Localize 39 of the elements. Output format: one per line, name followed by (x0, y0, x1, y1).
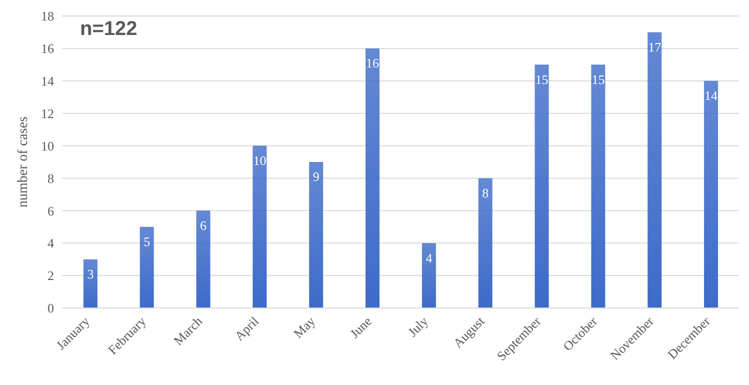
x-tick-label: June (346, 313, 375, 341)
bar (591, 64, 606, 308)
y-tick-label: 4 (48, 236, 54, 251)
bar (704, 80, 718, 308)
annotation: n=122 (80, 18, 138, 41)
data-label: 9 (312, 169, 320, 184)
data-label: 15 (535, 72, 548, 87)
data-label: 16 (366, 56, 380, 71)
data-label: 10 (253, 153, 266, 168)
data-label: 14 (704, 88, 718, 104)
y-axis-title: number of cases (16, 116, 31, 208)
data-label: 4 (426, 250, 433, 266)
bar (366, 48, 380, 308)
data-label: 17 (648, 39, 662, 54)
bar (196, 210, 210, 308)
y-tick-label: 18 (41, 8, 54, 24)
x-tick-label: July (404, 313, 432, 340)
y-tick-label: 2 (48, 268, 54, 284)
y-tick-label: 0 (48, 300, 54, 316)
data-label: 6 (200, 218, 208, 233)
y-tick-label: 6 (48, 203, 54, 218)
y-tick-label: 8 (48, 170, 54, 186)
data-label: 5 (144, 234, 150, 250)
x-tick-label: May (290, 313, 318, 341)
bar (140, 226, 154, 308)
bar (534, 64, 549, 308)
bar (309, 162, 324, 308)
y-tick-label: 14 (41, 74, 54, 89)
y-tick-label: 12 (41, 106, 54, 121)
bar (83, 259, 98, 308)
y-tick-label: 16 (41, 41, 54, 56)
y-tick-label: 10 (41, 138, 54, 154)
data-label: 15 (592, 72, 605, 87)
data-label: 8 (482, 185, 489, 200)
bar (648, 32, 662, 308)
bar (252, 146, 267, 308)
data-label: 3 (87, 266, 94, 282)
bar (422, 243, 436, 308)
bar (478, 178, 492, 308)
